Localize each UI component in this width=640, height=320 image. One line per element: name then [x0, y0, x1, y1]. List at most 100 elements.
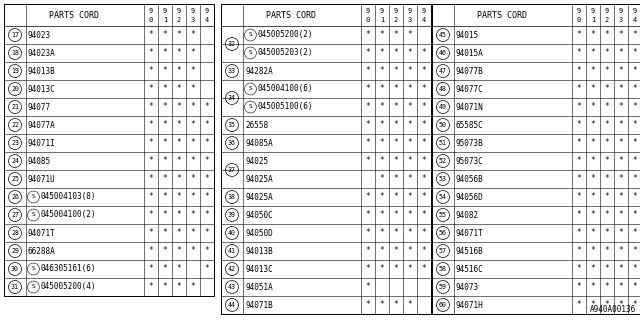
Text: 37: 37	[228, 167, 236, 173]
Text: *: *	[163, 174, 167, 183]
Text: *: *	[148, 102, 154, 111]
Text: *: *	[163, 228, 167, 237]
Text: *: *	[422, 102, 426, 111]
Text: *: *	[205, 211, 209, 220]
Text: 045005100(6): 045005100(6)	[257, 102, 313, 111]
Text: 045004100(6): 045004100(6)	[257, 84, 313, 93]
Text: 94071B: 94071B	[245, 300, 273, 309]
Text: 44: 44	[228, 302, 236, 308]
Text: *: *	[633, 156, 637, 165]
Bar	[221, 4, 431, 314]
Text: *: *	[605, 228, 609, 237]
Text: *: *	[422, 139, 426, 148]
Text: 9: 9	[177, 8, 181, 13]
Text: 9: 9	[149, 8, 153, 13]
Text: *: *	[605, 265, 609, 274]
Text: *: *	[619, 102, 623, 111]
Text: *: *	[380, 228, 384, 237]
Text: *: *	[577, 102, 581, 111]
Text: 38: 38	[228, 194, 236, 200]
Text: *: *	[163, 139, 167, 148]
Text: *: *	[605, 67, 609, 76]
Text: 94013B: 94013B	[245, 246, 273, 255]
Text: *: *	[205, 174, 209, 183]
Bar	[4, 4, 214, 296]
Text: 3: 3	[619, 17, 623, 23]
Text: *: *	[619, 193, 623, 202]
Text: *: *	[205, 228, 209, 237]
Text: S: S	[248, 105, 252, 109]
Text: *: *	[633, 265, 637, 274]
Text: S: S	[31, 195, 35, 199]
Text: *: *	[191, 49, 195, 58]
Text: *: *	[205, 193, 209, 202]
Text: 20: 20	[11, 86, 19, 92]
Text: *: *	[633, 49, 637, 58]
Text: *: *	[163, 246, 167, 255]
Text: *: *	[148, 193, 154, 202]
Text: *: *	[394, 300, 398, 309]
Text: 33: 33	[228, 68, 236, 74]
Text: 18: 18	[11, 50, 19, 56]
Text: 40: 40	[228, 230, 236, 236]
Text: 94073: 94073	[456, 283, 479, 292]
Text: *: *	[408, 30, 412, 39]
Text: *: *	[591, 49, 595, 58]
Text: *: *	[591, 246, 595, 255]
Text: *: *	[205, 102, 209, 111]
Text: *: *	[394, 228, 398, 237]
Text: *: *	[163, 102, 167, 111]
Text: *: *	[422, 121, 426, 130]
Text: *: *	[148, 30, 154, 39]
Text: 94282A: 94282A	[245, 67, 273, 76]
Text: *: *	[177, 121, 181, 130]
Text: *: *	[205, 139, 209, 148]
Text: *: *	[191, 67, 195, 76]
Text: *: *	[365, 211, 371, 220]
Text: *: *	[205, 121, 209, 130]
Text: *: *	[148, 121, 154, 130]
Text: *: *	[408, 49, 412, 58]
Text: *: *	[577, 246, 581, 255]
Text: 9: 9	[619, 8, 623, 13]
Text: 1: 1	[591, 17, 595, 23]
Text: PARTS CORD: PARTS CORD	[266, 11, 316, 20]
Text: *: *	[148, 246, 154, 255]
Text: *: *	[605, 102, 609, 111]
Text: *: *	[380, 67, 384, 76]
Text: *: *	[191, 84, 195, 93]
Text: *: *	[191, 156, 195, 165]
Text: *: *	[422, 246, 426, 255]
Text: *: *	[394, 156, 398, 165]
Text: *: *	[365, 193, 371, 202]
Text: 32: 32	[228, 41, 236, 47]
Text: 34: 34	[228, 95, 236, 101]
Text: *: *	[408, 102, 412, 111]
Text: *: *	[163, 30, 167, 39]
Text: *: *	[380, 211, 384, 220]
Text: *: *	[177, 156, 181, 165]
Text: *: *	[619, 121, 623, 130]
Text: 045005200(4): 045005200(4)	[40, 283, 96, 292]
Text: *: *	[619, 67, 623, 76]
Text: 94071N: 94071N	[456, 102, 484, 111]
Text: *: *	[380, 265, 384, 274]
Text: *: *	[619, 156, 623, 165]
Text: *: *	[422, 49, 426, 58]
Text: 2: 2	[605, 17, 609, 23]
Text: 9: 9	[633, 8, 637, 13]
Text: *: *	[380, 102, 384, 111]
Text: *: *	[177, 67, 181, 76]
Text: *: *	[394, 67, 398, 76]
Text: *: *	[619, 265, 623, 274]
Text: *: *	[633, 246, 637, 255]
Text: *: *	[408, 121, 412, 130]
Text: 3: 3	[191, 17, 195, 23]
Text: *: *	[394, 193, 398, 202]
Text: 17: 17	[11, 32, 19, 38]
Text: *: *	[422, 265, 426, 274]
Text: *: *	[408, 139, 412, 148]
Text: 94050C: 94050C	[245, 211, 273, 220]
Text: *: *	[163, 211, 167, 220]
Text: *: *	[394, 84, 398, 93]
